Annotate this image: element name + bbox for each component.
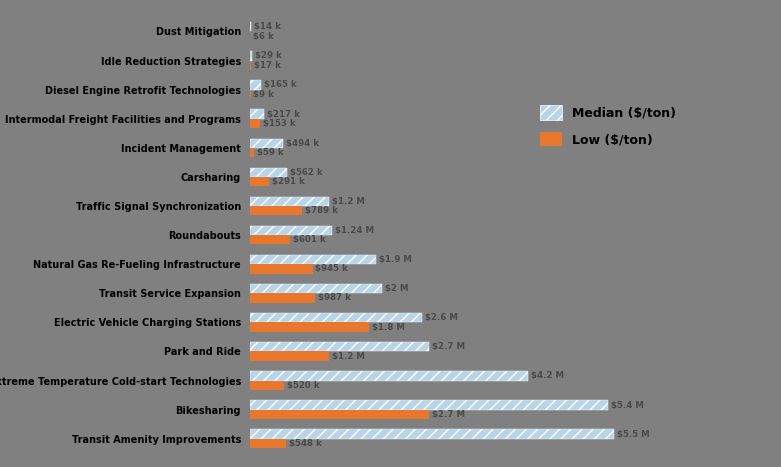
Text: $4.2 M: $4.2 M bbox=[531, 371, 564, 381]
Text: $945 k: $945 k bbox=[316, 264, 348, 273]
Text: $1.2 M: $1.2 M bbox=[333, 197, 366, 206]
Bar bbox=[250, 255, 376, 264]
Text: $1.8 M: $1.8 M bbox=[372, 323, 405, 332]
Bar bbox=[250, 410, 429, 419]
Text: $548 k: $548 k bbox=[289, 439, 322, 448]
Bar bbox=[250, 109, 264, 119]
Text: $2 M: $2 M bbox=[385, 284, 409, 293]
Text: $2.6 M: $2.6 M bbox=[425, 313, 458, 322]
Text: $494 k: $494 k bbox=[286, 139, 319, 148]
Bar bbox=[250, 197, 330, 206]
Text: $5.5 M: $5.5 M bbox=[617, 430, 650, 439]
Bar bbox=[250, 139, 283, 148]
Bar bbox=[250, 22, 251, 31]
Bar bbox=[250, 293, 316, 303]
Bar bbox=[250, 352, 330, 361]
Bar bbox=[250, 61, 251, 70]
Text: $17 k: $17 k bbox=[254, 61, 281, 70]
Bar bbox=[250, 400, 608, 410]
Bar bbox=[250, 284, 383, 293]
Text: $59 k: $59 k bbox=[257, 148, 284, 157]
Text: $153 k: $153 k bbox=[263, 119, 296, 128]
Legend: Median ($/ton), Low ($/ton): Median ($/ton), Low ($/ton) bbox=[534, 100, 681, 151]
Bar bbox=[250, 80, 261, 90]
Bar bbox=[250, 313, 423, 322]
Text: $2.7 M: $2.7 M bbox=[432, 342, 465, 351]
Text: $987 k: $987 k bbox=[318, 293, 351, 303]
Bar bbox=[250, 439, 286, 448]
Text: $29 k: $29 k bbox=[255, 51, 282, 60]
Text: $1.24 M: $1.24 M bbox=[335, 226, 374, 235]
Text: $291 k: $291 k bbox=[272, 177, 305, 186]
Text: $562 k: $562 k bbox=[290, 168, 323, 177]
Bar bbox=[250, 168, 287, 177]
Text: $5.4 M: $5.4 M bbox=[611, 401, 644, 410]
Bar bbox=[250, 264, 312, 274]
Text: $9 k: $9 k bbox=[253, 90, 274, 99]
Text: $789 k: $789 k bbox=[305, 206, 338, 215]
Bar bbox=[250, 226, 332, 235]
Bar bbox=[250, 430, 615, 439]
Bar bbox=[250, 371, 528, 381]
Text: $2.7 M: $2.7 M bbox=[432, 410, 465, 419]
Bar bbox=[250, 206, 302, 215]
Bar bbox=[250, 381, 284, 390]
Text: $1.9 M: $1.9 M bbox=[379, 255, 412, 264]
Bar bbox=[250, 51, 251, 61]
Text: $520 k: $520 k bbox=[287, 381, 320, 390]
Text: $217 k: $217 k bbox=[267, 110, 300, 119]
Bar bbox=[250, 148, 254, 157]
Bar bbox=[250, 322, 369, 332]
Text: $14 k: $14 k bbox=[254, 22, 280, 31]
Text: $6 k: $6 k bbox=[253, 32, 274, 41]
Text: $601 k: $601 k bbox=[293, 235, 326, 244]
Bar bbox=[250, 342, 429, 352]
Bar bbox=[250, 119, 260, 128]
Bar bbox=[250, 177, 269, 186]
Bar bbox=[250, 235, 290, 244]
Text: $1.2 M: $1.2 M bbox=[333, 352, 366, 361]
Text: $165 k: $165 k bbox=[264, 80, 297, 90]
